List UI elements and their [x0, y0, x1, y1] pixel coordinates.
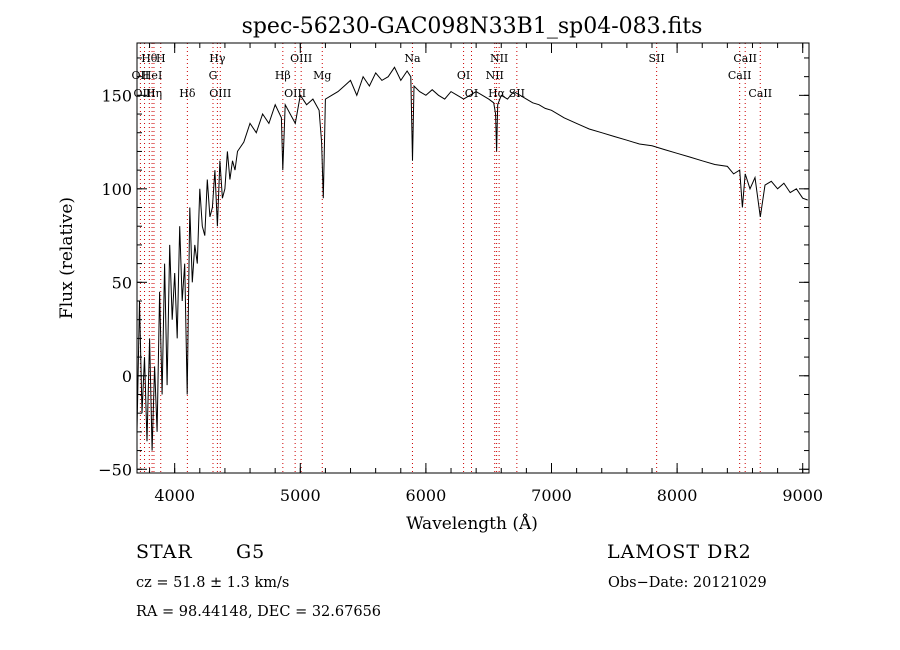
- marker-label: OIII: [290, 52, 312, 65]
- marker-label: G: [209, 69, 218, 82]
- marker-label: SII: [649, 52, 665, 65]
- marker-label: Mg: [313, 69, 331, 82]
- marker-label: OIII: [134, 87, 156, 100]
- marker-label: HeI: [142, 69, 162, 82]
- y-axis-label: Flux (relative): [57, 197, 77, 319]
- marker-label: CaII: [748, 87, 772, 100]
- marker-label: Hη: [146, 87, 162, 100]
- chart-title: spec-56230-GAC098N33B1_sp04-083.fits: [242, 14, 703, 39]
- x-tick-label: 8000: [657, 486, 698, 505]
- marker-label: OIII: [284, 87, 306, 100]
- y-tick-label: 0: [122, 367, 132, 386]
- marker-label: OI: [465, 87, 478, 100]
- survey-name: LAMOST DR2: [607, 541, 752, 563]
- marker-label: Hγ: [209, 52, 226, 65]
- spectrum-line: [136, 66, 808, 451]
- observation-date: Obs−Date: 20121029: [608, 575, 767, 591]
- marker-label: CaII: [733, 52, 757, 65]
- x-axis-ticks: 4000 5000 6000 7000 8000 9000: [149, 43, 823, 505]
- marker-label: H: [156, 52, 166, 65]
- x-tick-label: 5000: [280, 486, 321, 505]
- y-tick-label: −50: [98, 460, 132, 479]
- x-tick-label: 7000: [531, 486, 572, 505]
- object-class: STAR: [136, 541, 193, 563]
- marker-label: Hδ: [179, 87, 196, 100]
- y-tick-label: 100: [101, 180, 132, 199]
- marker-label: Hβ: [275, 69, 291, 82]
- marker-label: NII: [486, 69, 504, 82]
- object-subclass: G5: [236, 541, 266, 563]
- marker-label: OIII: [209, 87, 231, 100]
- marker-label: CaII: [728, 69, 752, 82]
- y-tick-label: 50: [112, 273, 132, 292]
- marker-label: OI: [457, 69, 470, 82]
- x-axis-label: Wavelength (Å): [406, 513, 538, 534]
- redshift-velocity: cz = 51.8 ± 1.3 km/s: [136, 575, 290, 591]
- marker-label: Hα: [488, 87, 506, 100]
- marker-label: NII: [490, 52, 508, 65]
- plot-frame: [136, 42, 810, 474]
- marker-label: Hθ: [141, 52, 158, 65]
- coordinates: RA = 98.44148, DEC = 32.67656: [136, 604, 382, 620]
- x-tick-label: 6000: [406, 486, 447, 505]
- y-tick-label: 150: [101, 86, 132, 105]
- spectral-line-markers: [139, 43, 761, 473]
- y-axis-ticks: −50 0 50 100 150: [98, 57, 809, 479]
- marker-label: OII: [132, 69, 150, 82]
- x-tick-label: 4000: [154, 486, 195, 505]
- x-tick-label: 9000: [782, 486, 823, 505]
- marker-label: Na: [404, 52, 421, 65]
